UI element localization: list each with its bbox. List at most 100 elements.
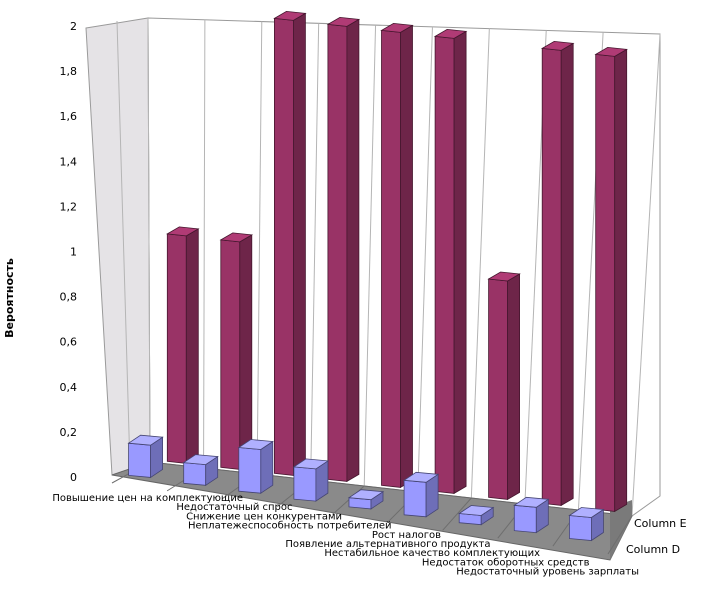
bar-front-face: [293, 466, 317, 502]
y-tick-label: 1,2: [60, 200, 78, 213]
legend-label: Column D: [626, 543, 680, 556]
bar-top-face: [219, 232, 254, 243]
bar-top-face: [540, 40, 575, 51]
bar-top-face: [380, 22, 414, 33]
bar-front-face: [434, 35, 455, 494]
x-category-label: Неплатежеспособность потребителей: [188, 521, 392, 532]
bar-column-d: [237, 439, 274, 494]
bar-top-face: [273, 10, 307, 21]
bar-front-face: [128, 442, 152, 478]
bar-column-e: [540, 40, 575, 507]
side-wall: [85, 17, 151, 476]
floor-divider: [442, 497, 472, 531]
grid-line-vertical: [631, 33, 661, 517]
bar-front-face: [488, 278, 509, 500]
grid-line-vertical: [363, 25, 377, 487]
bar-front-face: [238, 447, 262, 494]
bar-front-face: [403, 479, 427, 518]
bar-column-d: [292, 458, 330, 502]
floor-divider: [607, 515, 633, 555]
bar-front-face: [327, 23, 348, 482]
bar-top-face: [347, 489, 385, 501]
bar-front-face: [595, 53, 616, 512]
x-category-label: Снижение цен конкурентами: [186, 511, 342, 522]
bar-column-e: [380, 22, 414, 489]
bar-column-d: [458, 505, 495, 526]
bar-top-face: [166, 226, 200, 237]
bar-front-face: [273, 17, 294, 476]
y-tick-label: 1: [70, 246, 77, 259]
y-tick-label: 1,8: [60, 65, 78, 78]
bar-front-face: [220, 239, 241, 470]
bar-side-face: [292, 12, 306, 477]
bar-front-face: [569, 515, 592, 541]
bar-column-e: [594, 46, 628, 513]
floor-edge: [610, 500, 632, 560]
bar-column-e: [326, 16, 361, 483]
bar-side-face: [560, 42, 574, 507]
bar-side-face: [400, 24, 413, 489]
y-tick-label: 2: [70, 20, 77, 33]
bar-front-face: [513, 504, 537, 534]
x-category-label: Недостаток оборотных средств: [422, 557, 590, 568]
bar-top-face: [458, 505, 495, 516]
grid-line-vertical: [417, 26, 433, 493]
bar-column-e: [166, 226, 200, 465]
bar-column-d: [347, 489, 385, 510]
bar-side-face: [260, 440, 274, 494]
bar-front-face: [166, 233, 187, 464]
grid-line-vertical: [147, 17, 151, 463]
y-tick-label: 0,4: [60, 381, 78, 394]
x-category-label: Недостаточный спрос: [176, 502, 292, 513]
x-category-label: Рост налогов: [372, 530, 441, 541]
bar-top-face: [433, 28, 468, 39]
bar-column-d: [127, 434, 164, 479]
bar-side-face: [239, 234, 253, 471]
grid-line-vertical: [310, 23, 320, 481]
bar-column-d: [568, 507, 605, 542]
bar-column-d: [402, 471, 440, 518]
bar-column-e: [487, 271, 521, 501]
grid-line-vertical: [203, 19, 206, 469]
bar-column-e: [219, 232, 254, 471]
bar-column-d: [182, 454, 219, 487]
x-category-label: Недостаточный уровень зарплаты: [456, 567, 639, 578]
bar-top-face: [182, 454, 219, 466]
bar-side-face: [346, 18, 360, 483]
bar-top-face: [237, 439, 274, 450]
x-category-label: Повышение цен на комплектующие: [52, 493, 243, 504]
bar-top-face: [292, 458, 330, 470]
bar-top-face: [402, 471, 440, 483]
y-tick-label: 0,2: [60, 426, 78, 439]
bar-top-face: [487, 271, 521, 282]
grid-line-vertical: [470, 28, 490, 499]
x-category-label: Нестабильное качество комплектующих: [324, 548, 540, 559]
legend-label: Column E: [634, 517, 687, 530]
bar-column-d: [513, 496, 550, 534]
bar-front-face: [541, 47, 562, 506]
grid-line-side: [116, 20, 131, 469]
bar-top-face: [127, 434, 164, 446]
bar-column-e: [273, 10, 307, 477]
y-tick-label: 0,6: [60, 336, 78, 349]
bar-front-face: [183, 462, 207, 486]
grid-line-vertical: [256, 21, 263, 475]
y-tick-label: 1,6: [60, 110, 78, 123]
bar-side-face: [185, 228, 199, 465]
bar-side-face: [453, 30, 467, 495]
y-tick-label: 1,4: [60, 155, 78, 168]
bar-top-face: [326, 16, 361, 27]
bar-top-face: [568, 507, 605, 518]
y-axis-label: Вероятность: [3, 258, 16, 338]
y-tick-label: 0,8: [60, 291, 78, 304]
bar-front-face: [381, 29, 401, 488]
x-category-label: Появление альтернативного продукта: [285, 539, 490, 550]
y-tick-label: 0: [70, 471, 77, 484]
bar-column-e: [433, 28, 468, 495]
bar-top-face: [513, 496, 550, 508]
bar-top-face: [594, 46, 628, 57]
bar-side-face: [614, 48, 628, 513]
bar-side-face: [507, 273, 520, 501]
